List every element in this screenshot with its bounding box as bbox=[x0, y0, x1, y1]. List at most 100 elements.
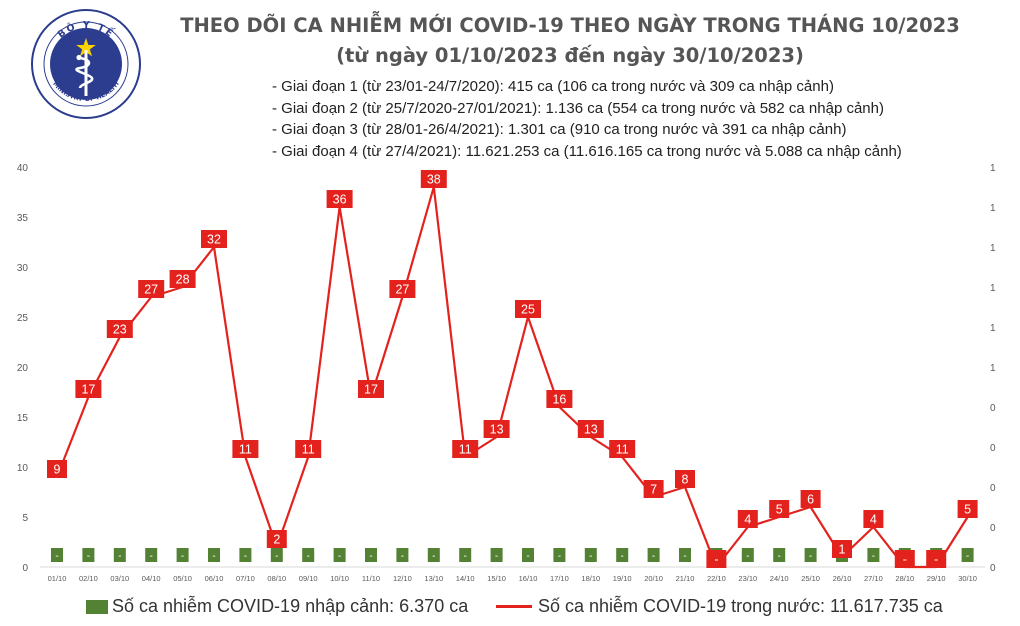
line-label-12: 38 bbox=[427, 173, 441, 187]
bar-label-19: - bbox=[652, 551, 655, 562]
line-label-20: 8 bbox=[682, 473, 689, 487]
x-tick-label-2: 03/10 bbox=[110, 574, 129, 583]
x-tick-label-12: 13/10 bbox=[424, 574, 443, 583]
bar-label-box-4 bbox=[176, 548, 189, 562]
line-label-8: 11 bbox=[302, 443, 315, 457]
bar-label-2: - bbox=[118, 551, 121, 562]
x-tick-label-6: 07/10 bbox=[236, 574, 255, 583]
x-tick-label-17: 18/10 bbox=[581, 574, 600, 583]
bar-label-box-15 bbox=[522, 548, 534, 562]
bar-label-box-11 bbox=[396, 548, 409, 562]
bar-label-box-9 bbox=[333, 548, 346, 562]
y-tick-label-1: 5 bbox=[22, 513, 28, 524]
line-label-box-19 bbox=[643, 480, 664, 498]
legend-label-domestic: Số ca nhiễm COVID-19 trong nước: 11.617.… bbox=[538, 596, 943, 616]
bar-label-box-1 bbox=[82, 548, 95, 562]
y2-tick-label-5: 1 bbox=[990, 363, 996, 374]
line-label-box-26 bbox=[863, 510, 884, 528]
line-label-29: 5 bbox=[964, 503, 971, 517]
x-tick-label-15: 16/10 bbox=[519, 574, 538, 583]
legend-line-domestic bbox=[496, 605, 532, 608]
line-label-box-20 bbox=[675, 470, 695, 488]
bar-label-box-19 bbox=[647, 548, 660, 562]
legend-swatch-imported bbox=[86, 599, 108, 614]
phase-note-1: - Giai đoạn 1 (từ 23/01-24/7/2020): 415 … bbox=[272, 78, 834, 95]
line-label-3: 27 bbox=[144, 283, 158, 297]
x-tick-label-23: 24/10 bbox=[770, 574, 789, 583]
bar-label-box-7 bbox=[270, 548, 283, 562]
bar-label-box-24 bbox=[804, 548, 817, 562]
bar-label-10: - bbox=[369, 551, 372, 562]
bar-label-box-22 bbox=[741, 548, 754, 562]
line-label-26: 4 bbox=[870, 513, 877, 527]
x-tick-label-1: 02/10 bbox=[79, 574, 98, 583]
bar-label-box-13 bbox=[459, 548, 472, 562]
line-label-13: 11 bbox=[459, 443, 472, 457]
line-label-21: - bbox=[714, 553, 718, 567]
line-label-box-29 bbox=[957, 500, 978, 518]
line-label-box-3 bbox=[138, 280, 165, 298]
bar-label-4: - bbox=[181, 551, 184, 562]
line-label-28: - bbox=[934, 553, 938, 567]
phase-note-3: - Giai đoạn 3 (từ 28/01-26/4/2021): 1.30… bbox=[272, 121, 847, 138]
x-tick-label-7: 08/10 bbox=[267, 574, 286, 583]
bar-label-8: - bbox=[307, 551, 310, 562]
bar-label-20: - bbox=[683, 551, 686, 562]
line-label-7: 2 bbox=[273, 533, 280, 547]
bar-label-box-10 bbox=[365, 548, 377, 562]
chart-title: THEO DÕI CA NHIỄM MỚI COVID-19 THEO NGÀY… bbox=[180, 14, 960, 37]
bar-label-box-12 bbox=[427, 548, 440, 562]
bar-label-5: - bbox=[212, 551, 215, 562]
x-tick-label-8: 09/10 bbox=[299, 574, 318, 583]
line-label-box-21 bbox=[706, 550, 727, 568]
line-label-box-6 bbox=[232, 440, 259, 458]
line-label-box-7 bbox=[266, 530, 287, 548]
bar-label-6: - bbox=[244, 551, 247, 562]
bar-label-box-23 bbox=[773, 548, 786, 562]
chart-legend: Số ca nhiễm COVID-19 nhập cảnh: 6.370 ca… bbox=[0, 592, 1020, 622]
phase-note-4: - Giai đoạn 4 (từ 27/4/2021): 11.621.253… bbox=[272, 142, 902, 160]
legend-item-domestic: Số ca nhiễm COVID-19 trong nước: 11.617.… bbox=[496, 596, 943, 617]
line-label-box-10 bbox=[358, 380, 384, 398]
line-label-4: 28 bbox=[176, 273, 190, 287]
y2-tick-label-2: 0 bbox=[990, 483, 996, 494]
line-label-box-14 bbox=[483, 420, 510, 438]
bar-label-box-5 bbox=[208, 548, 220, 562]
line-label-0: 9 bbox=[54, 463, 61, 477]
line-label-23: 5 bbox=[776, 503, 783, 517]
bar-label-11: - bbox=[401, 551, 404, 562]
x-tick-label-5: 06/10 bbox=[205, 574, 224, 583]
y2-tick-label-8: 1 bbox=[990, 243, 996, 254]
line-label-box-15 bbox=[515, 300, 541, 318]
y-tick-label-2: 10 bbox=[17, 463, 29, 474]
line-label-19: 7 bbox=[650, 483, 657, 497]
line-label-box-11 bbox=[389, 280, 416, 298]
line-label-15: 25 bbox=[521, 303, 535, 317]
x-tick-label-26: 27/10 bbox=[864, 574, 883, 583]
y-tick-label-5: 25 bbox=[17, 313, 29, 324]
x-tick-label-13: 14/10 bbox=[456, 574, 475, 583]
bar-label-13: - bbox=[464, 551, 467, 562]
legend-item-imported: Số ca nhiễm COVID-19 nhập cảnh: 6.370 ca bbox=[86, 596, 468, 617]
ministry-of-health-logo: BỘ Y TẾ MINISTRY OF HEALTH bbox=[31, 9, 141, 119]
bar-label-box-18 bbox=[616, 548, 629, 562]
x-tick-label-18: 19/10 bbox=[613, 574, 632, 583]
bar-label-box-16 bbox=[553, 548, 566, 562]
line-label-box-17 bbox=[577, 420, 604, 438]
chart-subtitle: (từ ngày 01/10/2023 đến ngày 30/10/2023) bbox=[336, 44, 804, 67]
bar-label-22: - bbox=[746, 551, 749, 562]
line-label-box-24 bbox=[800, 490, 821, 508]
line-label-27: - bbox=[903, 553, 907, 567]
y-tick-label-6: 30 bbox=[17, 263, 29, 274]
bar-label-3: - bbox=[150, 551, 153, 562]
line-label-6: 11 bbox=[239, 443, 252, 457]
y2-tick-label-4: 0 bbox=[990, 403, 996, 414]
x-tick-label-3: 04/10 bbox=[142, 574, 161, 583]
line-label-17: 13 bbox=[584, 423, 598, 437]
y2-tick-label-1: 0 bbox=[990, 523, 996, 534]
bar-label-box-8 bbox=[302, 548, 315, 562]
legend-label-imported: Số ca nhiễm COVID-19 nhập cảnh: 6.370 ca bbox=[112, 596, 469, 616]
y-tick-label-7: 35 bbox=[17, 213, 29, 224]
line-label-22: 4 bbox=[744, 513, 751, 527]
